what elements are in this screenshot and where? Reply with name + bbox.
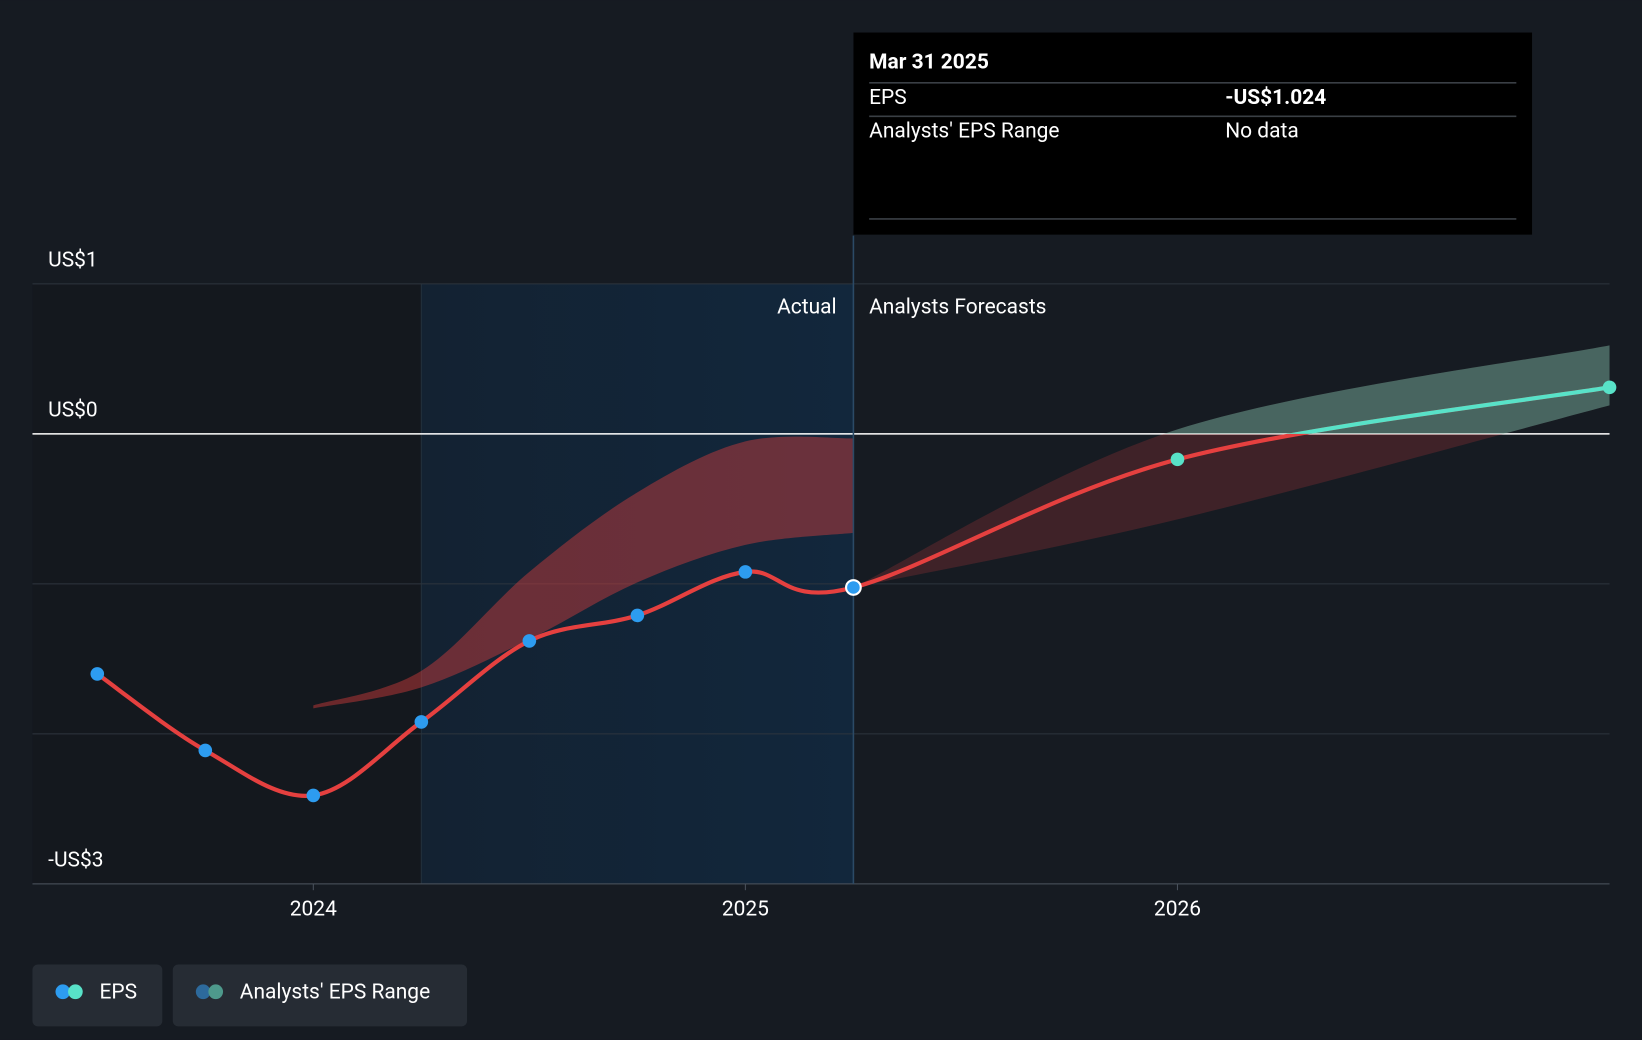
eps-point [522,634,537,648]
eps-point [1602,380,1617,395]
actual-label: Actual [777,295,837,319]
eps-range-band [853,345,1610,588]
y-tick-label: US$1 [48,248,98,272]
x-tick-label: 2025 [722,898,769,922]
legend-label: Analysts' EPS Range [240,980,430,1004]
legend-swatch [208,984,224,1000]
eps-point [738,565,753,579]
eps-point [90,667,105,681]
tooltip-value: -US$1.024 [1225,86,1326,110]
legend-swatch [68,984,83,1000]
legend-swatch [195,984,211,1000]
y-tick-label: US$0 [48,398,98,422]
legend-item[interactable]: Analysts' EPS Range [172,964,468,1027]
eps-point [1170,452,1185,467]
eps-point [414,715,429,729]
legend: EPS Analysts' EPS Range [32,964,468,1027]
eps-point [845,579,862,596]
tooltip-date: Mar 31 2025 [869,50,989,74]
forecast-label: Analysts Forecasts [869,295,1046,319]
eps-point [630,608,645,623]
eps-range-band [313,436,854,709]
tooltip-value: No data [1225,120,1299,144]
legend-item[interactable]: EPS [32,964,163,1027]
tooltip-box [853,32,1533,235]
legend-label: EPS [99,980,137,1004]
y-tick-label: -US$3 [48,848,103,872]
legend-swatch [55,984,71,1000]
x-tick-label: 2024 [290,898,337,922]
eps-point [306,788,321,803]
x-tick-label: 2026 [1154,898,1201,922]
eps-range-band-positive [1164,345,1610,434]
legend-button [172,964,468,1027]
legend-button [32,964,163,1027]
tooltip: Mar 31 2025 EPS -US$1.024 Analysts' EPS Ran… [853,32,1533,235]
tooltip-label: EPS [869,86,907,110]
eps-point [198,743,213,758]
tooltip-label: Analysts' EPS Range [869,120,1059,144]
